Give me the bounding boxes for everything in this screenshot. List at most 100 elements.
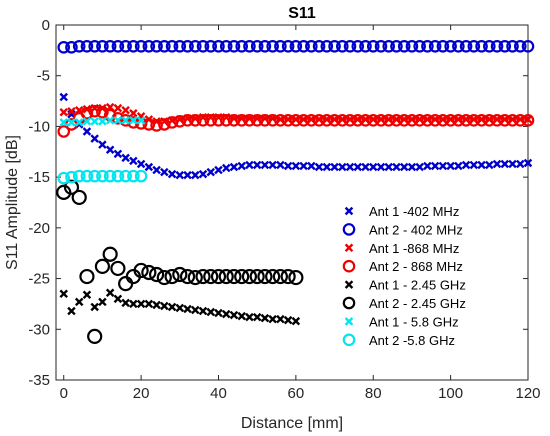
data-point [102, 246, 118, 262]
data-point [113, 294, 123, 304]
data-point [276, 314, 285, 324]
data-point [212, 114, 225, 127]
series-1 [57, 39, 535, 54]
data-point [268, 314, 277, 324]
data-point [289, 114, 303, 127]
data-point [175, 303, 185, 313]
data-point [148, 266, 165, 283]
data-point [423, 161, 432, 171]
data-point [320, 39, 334, 53]
data-point [438, 161, 448, 171]
data-point [436, 39, 450, 53]
legend-entry: Ant 1 - 2.45 GHz [344, 278, 466, 293]
data-point [63, 179, 80, 195]
data-point [492, 159, 502, 169]
data-point [252, 312, 262, 322]
data-point [467, 39, 481, 53]
legend-marker [344, 243, 354, 253]
data-point [444, 39, 457, 53]
data-point [59, 92, 68, 102]
data-point [113, 116, 123, 125]
data-point [421, 114, 434, 127]
data-point [167, 302, 177, 312]
y-axis-title: S11 Amplitude [dB] [4, 135, 21, 270]
data-point [475, 39, 488, 53]
data-point [498, 114, 512, 127]
data-point [343, 39, 357, 53]
data-point [245, 312, 254, 322]
data-point [330, 162, 339, 172]
data-point [322, 162, 332, 172]
series-6 [59, 116, 146, 127]
data-point [444, 114, 457, 127]
data-point [276, 160, 285, 170]
data-point [206, 307, 216, 317]
data-point [521, 39, 535, 53]
data-point [500, 159, 510, 169]
data-point [407, 162, 417, 172]
data-point [204, 114, 218, 127]
legend-entry: Ant 1 -868 MHz [344, 241, 459, 256]
data-point [237, 161, 246, 171]
data-point [490, 114, 504, 127]
data-point [90, 302, 99, 312]
data-point [121, 105, 130, 115]
data-point [376, 162, 386, 172]
data-point [374, 114, 388, 127]
data-point [173, 115, 187, 128]
data-point [188, 39, 202, 53]
data-point [265, 268, 281, 285]
data-point [446, 161, 455, 171]
data-point [274, 114, 287, 127]
data-point [291, 161, 301, 171]
data-point [359, 114, 372, 127]
data-point [67, 118, 76, 127]
data-point [335, 114, 349, 127]
data-point [283, 315, 293, 325]
data-point [121, 153, 130, 163]
data-point [56, 184, 72, 200]
data-point [374, 39, 388, 53]
y-tick-label: -30 [28, 321, 50, 338]
data-point [305, 39, 318, 53]
legend: Ant 1 -402 MHz Ant 2 - 402 MHz Ant 1 -868 … [342, 204, 466, 348]
data-point [252, 160, 262, 170]
data-point [150, 39, 163, 53]
data-point [67, 306, 76, 316]
legend-entry: Ant 1 - 5.8 GHz [344, 314, 459, 329]
data-point [103, 39, 117, 53]
legend-entry: Ant 2 - 2.45 GHz [342, 296, 466, 311]
y-tick-label: -15 [28, 169, 50, 186]
data-point [214, 308, 223, 318]
data-point [57, 41, 71, 54]
data-point [188, 114, 202, 127]
data-point [158, 39, 171, 53]
data-point [221, 309, 231, 319]
data-point [129, 116, 138, 125]
data-point [459, 39, 473, 53]
data-point [361, 162, 370, 172]
legend-label: Ant 1 -868 MHz [369, 241, 459, 256]
data-point [72, 169, 86, 183]
data-point [428, 39, 442, 53]
data-point [454, 161, 463, 171]
data-point [320, 114, 334, 127]
data-point [121, 116, 130, 125]
data-point [235, 114, 249, 127]
data-point [191, 170, 200, 180]
series-5 [56, 179, 304, 344]
data-point [226, 268, 242, 285]
data-point [475, 114, 488, 127]
data-point [243, 39, 256, 53]
data-point [152, 300, 161, 310]
data-point [113, 103, 123, 113]
series-7 [57, 169, 148, 185]
x-tick-label: 100 [438, 385, 463, 402]
data-point [353, 162, 363, 172]
data-point [141, 264, 157, 281]
data-point [314, 162, 324, 172]
legend-entry: Ant 2 - 402 MHz [342, 222, 463, 237]
data-point [508, 159, 517, 169]
